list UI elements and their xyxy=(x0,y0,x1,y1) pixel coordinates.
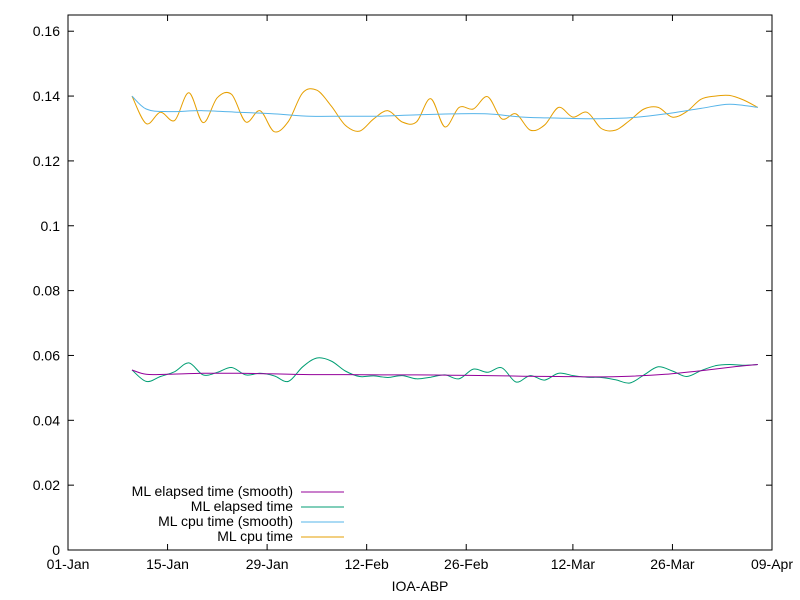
y-tick-label: 0.06 xyxy=(33,347,60,363)
y-tick-label: 0.02 xyxy=(33,477,60,493)
axis-ticks: 01-Jan 15-Jan 29-Jan 12-Feb 26-Feb 12-Mar 26-M… xyxy=(33,15,793,572)
series-line-ml-elapsed-time xyxy=(131,357,758,384)
plot-frame xyxy=(67,14,773,551)
x-tick-label: 26-Mar xyxy=(650,556,695,572)
x-tick-label: 29-Jan xyxy=(246,556,289,572)
legend-label: ML cpu time (smooth) xyxy=(158,513,293,529)
legend-label: ML elapsed time (smooth) xyxy=(132,483,293,499)
x-tick-label: 15-Jan xyxy=(146,556,189,572)
legend-label: ML cpu time xyxy=(217,528,293,544)
legend-label: ML elapsed time xyxy=(191,498,293,514)
x-tick-label: 12-Feb xyxy=(344,556,389,572)
x-tick-label: 09-Apr xyxy=(751,556,793,572)
legend: ML elapsed time (smooth)ML elapsed timeM… xyxy=(132,483,344,544)
x-axis-title: IOA-ABP xyxy=(392,578,449,594)
x-tick-label: 01-Jan xyxy=(47,556,90,572)
y-tick-label: 0.14 xyxy=(33,88,60,104)
y-tick-label: 0.16 xyxy=(33,23,60,39)
series-line-ml-elapsed-time-smooth xyxy=(131,364,758,378)
y-tick-label: 0.04 xyxy=(33,412,60,428)
y-tick-label: 0.1 xyxy=(41,218,61,234)
series-lines xyxy=(131,88,759,384)
y-tick-label: 0.12 xyxy=(33,153,60,169)
y-tick-label: 0 xyxy=(52,542,60,558)
x-tick-label: 12-Mar xyxy=(551,556,596,572)
series-line-ml-cpu-time-smooth xyxy=(131,95,758,120)
x-tick-label: 26-Feb xyxy=(444,556,489,572)
y-tick-label: 0.08 xyxy=(33,283,60,299)
series-line-ml-cpu-time xyxy=(131,88,759,133)
